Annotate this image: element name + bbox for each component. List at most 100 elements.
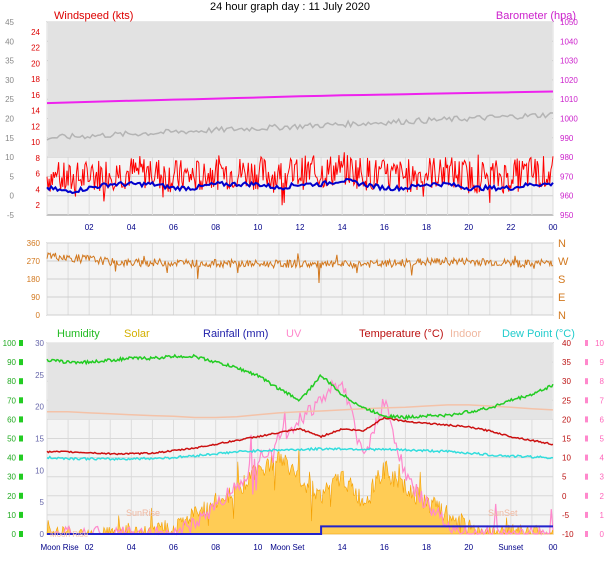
hour-tick-label: 22 [506, 223, 515, 232]
y-tick-label: 10 [5, 153, 14, 162]
hour-tick-label: 20 [464, 223, 473, 232]
temperature-tick-label: 0 [562, 492, 567, 501]
compass-tick-label: W [558, 256, 569, 268]
uv-tick-label: 9 [600, 358, 605, 367]
humidity-tick-label: 70 [7, 396, 16, 405]
hour-tick-label: 16 [380, 223, 389, 232]
humidity-tick-mark [19, 340, 23, 346]
panel3-ticks: 1009080706050403020100302520151050403530… [3, 339, 605, 552]
humidity-tick-label: 50 [7, 435, 16, 444]
windspeed-tick-label: 12 [31, 122, 40, 131]
uv-tick-label: 0 [600, 530, 605, 539]
rainfall-line [47, 525, 553, 535]
temperature-tick-label: 40 [562, 339, 571, 348]
direction-tick-label: 360 [27, 239, 41, 248]
legend-uv: UV [286, 328, 302, 340]
direction-tick-label: 0 [36, 311, 41, 320]
y-tick-label: 15 [5, 134, 14, 143]
wind-average-line [46, 177, 554, 195]
legend-humidity: Humidity [57, 328, 100, 340]
wind-direction-line [46, 252, 554, 284]
temperature-tick-label: 30 [562, 377, 571, 386]
bottom-axis-label: 02 [85, 543, 94, 552]
compass-tick-label: E [558, 292, 565, 304]
bottom-axis-label: 20 [464, 543, 473, 552]
bottom-axis-label: 00 [549, 543, 558, 552]
panel2-grid [46, 242, 554, 316]
barometer-tick-label: 1050 [560, 18, 578, 27]
y-tick-label: 40 [5, 37, 14, 46]
windspeed-line [46, 152, 554, 206]
temperature-tick-label: 25 [562, 396, 571, 405]
hour-tick-label: 08 [211, 223, 220, 232]
uv-tick-mark [585, 378, 588, 385]
barometer-axis-label: Barometer (hpa) [496, 10, 576, 22]
humidity-tick-label: 40 [7, 454, 16, 463]
uv-tick-mark [585, 359, 588, 366]
y-tick-label: 45 [5, 18, 14, 27]
windspeed-tick-label: 10 [31, 138, 40, 147]
solar-tick-label: 30 [35, 339, 44, 348]
sunrise-label: SunRise [126, 508, 160, 518]
bottom-axis-label: 16 [380, 543, 389, 552]
legend-indoor: Indoor [450, 328, 482, 340]
windspeed-tick-label: 16 [31, 91, 40, 100]
uv-tick-mark [585, 473, 588, 480]
temperature-tick-label: 35 [562, 358, 571, 367]
bottom-axis-label: Moon Set [270, 543, 305, 552]
bottom-axis-label: Sunset [498, 543, 524, 552]
y-tick-label: 5 [10, 172, 15, 181]
hour-tick-label: 02 [85, 223, 94, 232]
uv-tick-label: 1 [600, 511, 605, 520]
humidity-tick-mark [19, 492, 23, 499]
humidity-tick-label: 90 [7, 358, 16, 367]
uv-tick-mark [585, 435, 588, 442]
legend-temperature: Temperature (°C) [359, 328, 443, 340]
humidity-tick-mark [19, 416, 23, 423]
temperature-tick-label: 10 [562, 454, 571, 463]
humidity-tick-label: 20 [7, 492, 16, 501]
solar-tick-label: 5 [40, 498, 45, 507]
panel2-series [46, 252, 554, 284]
hour-tick-label: 12 [296, 223, 305, 232]
barometer-tick-label: 1010 [560, 95, 578, 104]
bottom-axis-label: 18 [422, 543, 431, 552]
wind-gust-trend-line [46, 112, 554, 141]
indoor-temperature-line [47, 404, 554, 419]
humidity-tick-mark [19, 397, 23, 404]
uv-tick-label: 7 [600, 396, 605, 405]
windspeed-tick-label: 8 [36, 154, 41, 163]
bottom-axis-label: 14 [338, 543, 347, 552]
barometer-tick-label: 1000 [560, 115, 578, 124]
legend-dewpoint: Dew Point (°C) [502, 328, 575, 340]
temperature-tick-label: 15 [562, 435, 571, 444]
direction-tick-label: 270 [27, 257, 41, 266]
temperature-tick-label: -10 [562, 530, 574, 539]
panel3-series [46, 353, 554, 536]
solar-tick-label: 20 [35, 403, 44, 412]
panel3-upper-band [48, 343, 552, 420]
barometer-tick-label: 950 [560, 211, 574, 220]
windspeed-tick-label: 22 [31, 44, 40, 53]
uv-tick-mark [585, 454, 588, 461]
compass-tick-label: N [558, 238, 566, 250]
humidity-tick-label: 10 [7, 511, 16, 520]
dewpoint-line [46, 446, 554, 462]
bottom-axis-label: 10 [253, 543, 262, 552]
windspeed-tick-label: 2 [36, 201, 41, 210]
y-tick-label: 25 [5, 95, 14, 104]
hour-tick-label: 06 [169, 223, 178, 232]
uv-tick-label: 3 [600, 473, 605, 482]
humidity-tick-mark [19, 511, 23, 518]
temperature-tick-label: -5 [562, 511, 570, 520]
solar-tick-label: 10 [35, 466, 44, 475]
windspeed-tick-label: 18 [31, 75, 40, 84]
hour-tick-label: 04 [127, 223, 136, 232]
bottom-axis-label: Moon Rise [41, 543, 80, 552]
temperature-tick-label: 5 [562, 473, 567, 482]
legend-rainfall: Rainfall (mm) [203, 328, 268, 340]
solar-tick-label: 0 [40, 530, 45, 539]
